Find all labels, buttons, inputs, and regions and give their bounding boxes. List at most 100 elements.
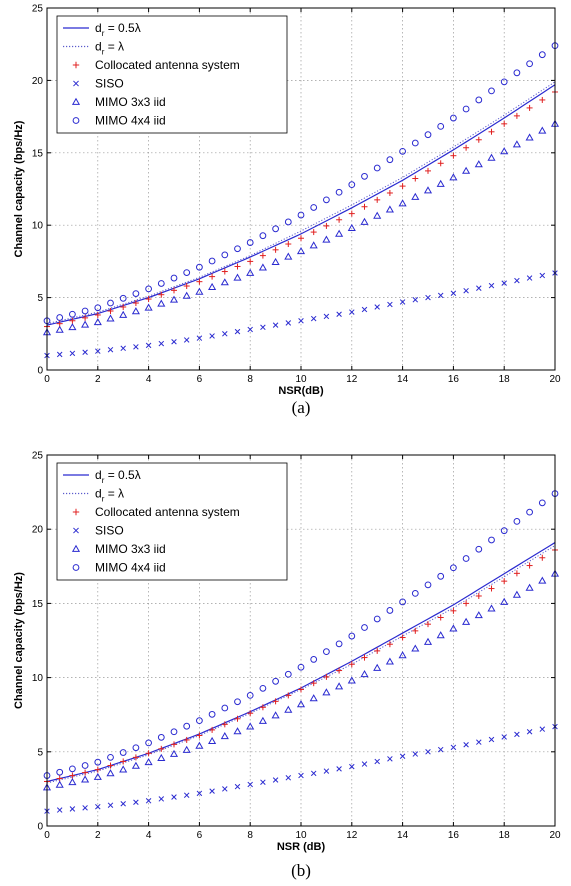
legend-swatch xyxy=(72,508,80,516)
data-point-b xyxy=(298,772,304,779)
legend-label: Collocated antenna system xyxy=(95,58,240,72)
data-point xyxy=(411,589,419,597)
legend-item: MIMO 3x3 iid xyxy=(71,95,166,109)
data-point xyxy=(221,268,228,275)
data-point xyxy=(423,637,433,645)
data-point xyxy=(68,323,77,331)
data-point-b xyxy=(323,768,330,774)
legend-label: dr = λ xyxy=(95,487,124,504)
data-point xyxy=(157,299,166,307)
data-point-b xyxy=(463,287,469,294)
data-point xyxy=(271,257,280,266)
data-point xyxy=(171,794,177,800)
data-point xyxy=(120,800,126,807)
data-point xyxy=(512,590,521,598)
data-point xyxy=(272,777,279,783)
data-point xyxy=(145,285,152,293)
data-point xyxy=(82,314,89,321)
data-point-b xyxy=(387,756,393,762)
data-point-b xyxy=(399,753,406,760)
data-point xyxy=(298,772,304,779)
data-point xyxy=(271,711,280,719)
data-point xyxy=(132,300,139,307)
data-point xyxy=(284,218,292,226)
data-point xyxy=(131,761,140,769)
data-point xyxy=(386,607,394,614)
data-point xyxy=(196,790,203,797)
data-point xyxy=(183,269,191,277)
x-tick-label: 14 xyxy=(397,830,409,841)
data-point xyxy=(208,282,217,291)
legend-label: dr = 0.5λ xyxy=(95,21,141,38)
data-point xyxy=(309,241,318,249)
data-point xyxy=(487,604,496,612)
y-tick-label: 25 xyxy=(32,451,44,462)
legend-item: MIMO 4x4 iid xyxy=(72,114,166,128)
data-point xyxy=(386,189,393,196)
data-point xyxy=(145,342,152,349)
data-point xyxy=(361,306,368,313)
data-point xyxy=(474,160,483,168)
x-tick-label: 16 xyxy=(448,830,460,841)
data-point xyxy=(196,278,203,285)
data-point xyxy=(183,722,191,730)
data-point xyxy=(488,128,495,135)
data-point xyxy=(474,611,483,619)
data-point xyxy=(309,694,318,702)
data-point xyxy=(361,761,368,767)
panel-caption: (a) xyxy=(292,398,311,417)
data-point-b xyxy=(450,744,457,751)
data-point xyxy=(94,311,101,318)
data-point xyxy=(171,287,177,294)
data-point xyxy=(169,749,179,757)
x-tick-label: 2 xyxy=(95,830,101,841)
x-tick-label: 0 xyxy=(44,830,50,841)
data-point xyxy=(258,263,267,271)
data-point xyxy=(398,199,407,207)
series-plus xyxy=(44,546,558,785)
y-tick-label: 10 xyxy=(32,673,44,684)
data-point xyxy=(183,792,190,798)
data-point xyxy=(94,304,102,312)
data-point xyxy=(424,131,432,139)
data-point-b xyxy=(361,761,368,767)
data-point xyxy=(107,802,114,808)
data-point-b xyxy=(349,763,355,770)
data-point xyxy=(323,313,330,320)
legend-label: MIMO 3x3 iid xyxy=(95,542,166,556)
data-point xyxy=(335,188,343,196)
data-point-b xyxy=(298,318,304,324)
x-tick-label: 18 xyxy=(499,374,511,385)
data-point xyxy=(463,144,470,151)
data-point xyxy=(247,710,254,717)
data-point xyxy=(488,87,495,95)
data-point xyxy=(133,799,139,806)
data-point xyxy=(437,614,444,621)
data-point xyxy=(157,753,166,762)
series-triangle xyxy=(42,569,560,791)
data-point-b xyxy=(56,807,63,813)
data-point xyxy=(107,762,114,769)
data-point xyxy=(488,282,495,289)
data-point xyxy=(298,318,304,324)
data-point xyxy=(336,667,343,674)
data-point xyxy=(361,654,368,661)
legend-label-subscript: r xyxy=(102,29,105,38)
data-point-b xyxy=(285,320,292,326)
data-point xyxy=(526,104,533,111)
data-point xyxy=(335,682,344,690)
data-point-b xyxy=(450,290,457,297)
data-point xyxy=(347,223,356,231)
data-point xyxy=(297,663,305,671)
data-point-b xyxy=(539,726,546,732)
data-point-b xyxy=(514,731,520,738)
data-point xyxy=(196,717,203,725)
data-point xyxy=(348,181,356,189)
data-point xyxy=(56,775,63,782)
series-solid-line xyxy=(46,84,556,326)
data-point xyxy=(258,716,267,724)
series-cross xyxy=(44,270,558,359)
data-point xyxy=(221,721,228,728)
data-point xyxy=(450,152,457,159)
